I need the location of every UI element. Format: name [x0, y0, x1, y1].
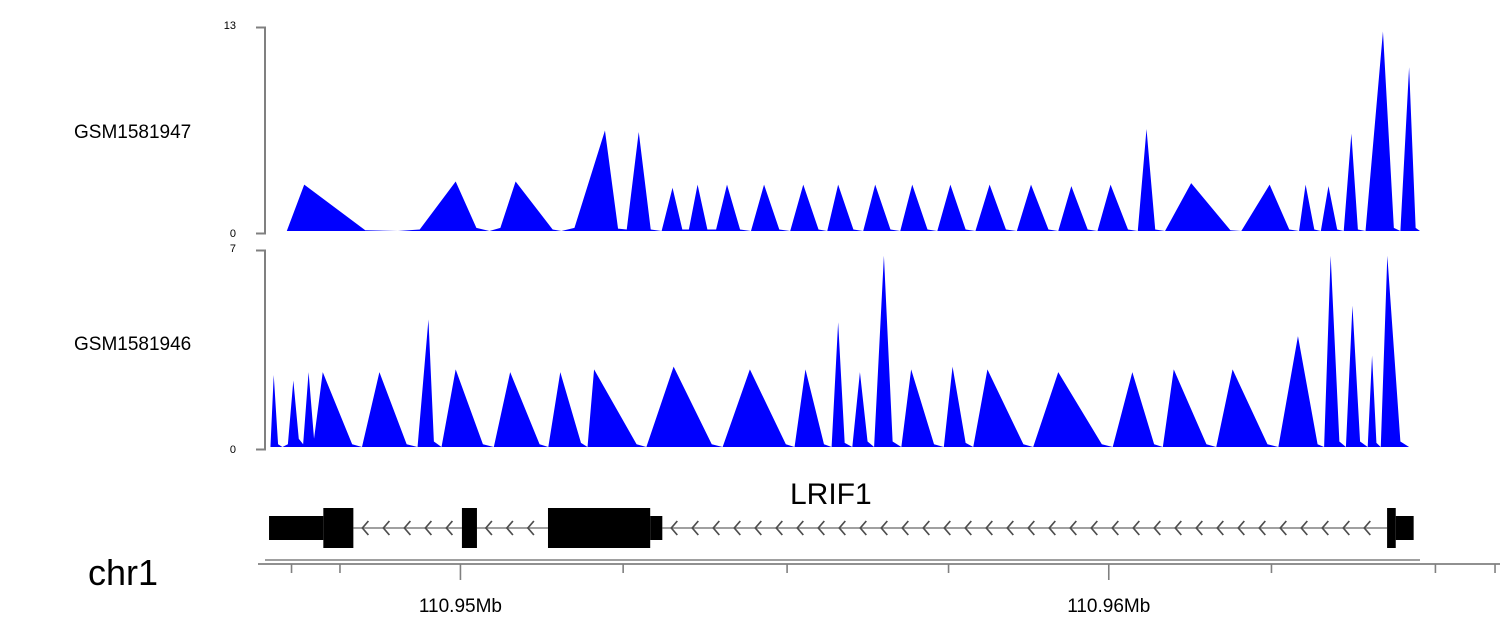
strand-arrow-icon	[985, 520, 993, 536]
strand-arrow-icon	[943, 520, 951, 536]
strand-arrow-icon	[796, 520, 804, 536]
strand-arrow-icon	[1279, 520, 1287, 536]
strand-arrow-icon	[1132, 520, 1140, 536]
strand-arrow-icon	[754, 520, 762, 536]
strand-arrow-icon	[1111, 520, 1119, 536]
exon-block[interactable]	[1387, 508, 1396, 548]
y-axis-bracket-track-2	[256, 249, 266, 451]
genomic-coordinate-axis: 110.95Mb 110.96Mb	[258, 562, 1500, 632]
gene-model-track[interactable]	[265, 470, 1420, 570]
strand-arrow-icon	[403, 520, 412, 536]
y-axis-min-label-track-1: 0	[229, 228, 236, 240]
strand-arrow-icon	[445, 520, 454, 536]
exon-block[interactable]	[650, 516, 663, 540]
coordinate-axis-svg	[258, 563, 1500, 580]
y-axis-track-1: 13 0	[224, 21, 268, 240]
strand-arrow-icon	[964, 520, 972, 536]
coverage-track-sample-1[interactable]	[265, 30, 1420, 231]
strand-arrow-icon	[1195, 520, 1203, 536]
y-axis-min-label-track-2: 0	[229, 444, 236, 456]
strand-arrow-icon	[1048, 520, 1056, 536]
track-label-sample-1: GSM1581947	[74, 122, 192, 143]
strand-arrow-icon	[712, 520, 720, 536]
strand-arrow-icon	[880, 520, 888, 536]
coverage-track-sample-2[interactable]	[265, 253, 1420, 447]
strand-arrow-icon	[1342, 520, 1350, 536]
y-axis-max-label-track-2: 7	[229, 243, 236, 255]
exon-block[interactable]	[323, 508, 354, 548]
gene-name-label: LRIF1	[790, 478, 872, 511]
exon-block[interactable]	[547, 508, 651, 548]
strand-arrow-icon	[1069, 520, 1077, 536]
exon-block[interactable]	[1395, 516, 1414, 540]
strand-arrow-icon	[424, 520, 433, 536]
exon-block[interactable]	[461, 508, 477, 548]
strand-arrow-icon	[1174, 520, 1182, 536]
y-axis-track-2: 7 0	[230, 244, 268, 456]
strand-arrow-icon	[505, 520, 514, 536]
strand-arrow-icon	[901, 520, 909, 536]
exon-block[interactable]	[269, 516, 324, 540]
strand-arrow-icon	[1258, 520, 1266, 536]
strand-arrow-icon	[382, 520, 391, 536]
strand-arrow-icon	[1006, 520, 1014, 536]
coordinate-axis-ticks	[290, 564, 1496, 580]
chromosome-label: chr1	[88, 552, 159, 593]
strand-arrow-icon	[526, 520, 535, 536]
track-label-sample-2: GSM1581946	[74, 334, 192, 355]
coordinate-tick-label-2: 110.96Mb	[1067, 596, 1151, 617]
strand-arrow-icon	[1321, 520, 1329, 536]
strand-arrow-icon	[1300, 520, 1308, 536]
strand-arrow-icon	[733, 520, 741, 536]
strand-arrow-icon	[691, 520, 699, 536]
strand-arrow-icon	[1237, 520, 1245, 536]
exon-blocks	[269, 508, 1414, 548]
strand-arrow-icon	[361, 520, 370, 536]
strand-arrow-icon	[1027, 520, 1035, 536]
coverage-area-sample-1	[265, 31, 1420, 231]
strand-arrow-icon	[922, 520, 930, 536]
coverage-area-sample-2	[265, 255, 1420, 447]
strand-direction-arrows	[361, 520, 1371, 536]
strand-arrow-icon	[1363, 520, 1371, 536]
strand-arrow-icon	[1216, 520, 1224, 536]
strand-arrow-icon	[859, 520, 867, 536]
strand-arrow-icon	[775, 520, 783, 536]
gene-model-svg	[265, 508, 1420, 561]
strand-arrow-icon	[1090, 520, 1098, 536]
strand-arrow-icon	[1153, 520, 1161, 536]
y-axis-bracket-track-1	[256, 26, 266, 235]
y-axis-max-label-track-1: 13	[223, 20, 236, 32]
coordinate-tick-label-1: 110.95Mb	[418, 596, 502, 617]
strand-arrow-icon	[670, 520, 678, 536]
strand-arrow-icon	[838, 520, 846, 536]
strand-arrow-icon	[817, 520, 825, 536]
strand-arrow-icon	[484, 520, 493, 536]
